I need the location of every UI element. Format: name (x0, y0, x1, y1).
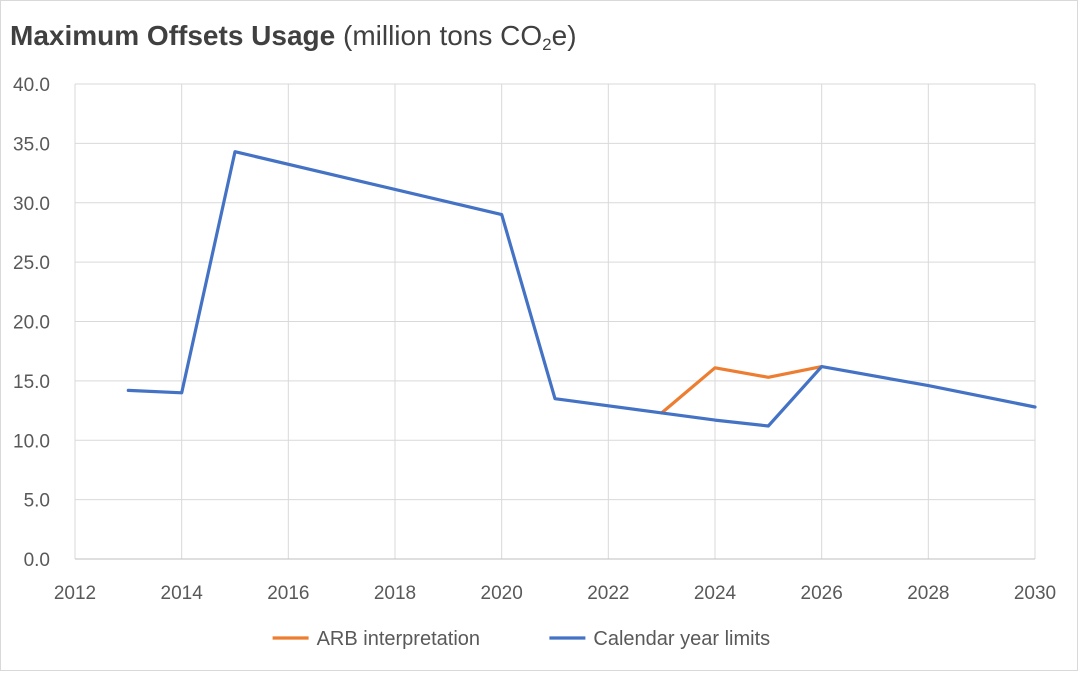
legend-label: ARB interpretation (317, 628, 480, 650)
chart-title-main: Maximum Offsets Usage (10, 20, 336, 51)
x-tick-label: 2026 (801, 583, 843, 604)
y-tick-label: 10.0 (13, 431, 50, 452)
y-tick-label: 30.0 (13, 194, 50, 215)
y-tick-label: 40.0 (13, 75, 50, 96)
chart-title-units: (million tons CO2e) (343, 20, 577, 54)
axes (74, 84, 1035, 560)
y-tick-label: 0.0 (24, 550, 50, 571)
x-tick-label: 2030 (1014, 583, 1056, 604)
x-tick-label: 2014 (161, 583, 204, 604)
x-tick-label: 2024 (694, 583, 737, 604)
units-prefix: (million tons CO (343, 20, 543, 51)
y-tick-label: 35.0 (13, 134, 50, 155)
y-tick-label: 20.0 (13, 313, 50, 334)
series-line-calendar-year-limits (126, 150, 1037, 428)
y-tick-label: 5.0 (24, 491, 50, 512)
tick-labels: 2012 2014 2016 2018 2020 2022 2024 2026 2028 2030… (13, 75, 1056, 604)
series-lines (126, 150, 1037, 428)
y-tick-label: 25.0 (13, 253, 50, 274)
x-tick-label: 2018 (374, 583, 416, 604)
x-tick-label: 2012 (54, 583, 96, 604)
y-tick-label: 15.0 (13, 372, 50, 393)
units-subscript: 2 (542, 35, 552, 54)
x-tick-label: 2016 (267, 583, 309, 604)
x-tick-label: 2020 (481, 583, 523, 604)
x-tick-label: 2028 (907, 583, 949, 604)
units-suffix: e) (551, 20, 577, 51)
x-tick-label: 2022 (587, 583, 629, 604)
legend-label: Calendar year limits (593, 628, 770, 650)
grid-lines (75, 83, 1036, 559)
chart-title: Maximum Offsets Usage (million tons CO2e… (10, 20, 577, 55)
series-line-arb-interpretation (660, 365, 824, 415)
legend: ARB interpretation Calendar year limits (272, 628, 770, 650)
